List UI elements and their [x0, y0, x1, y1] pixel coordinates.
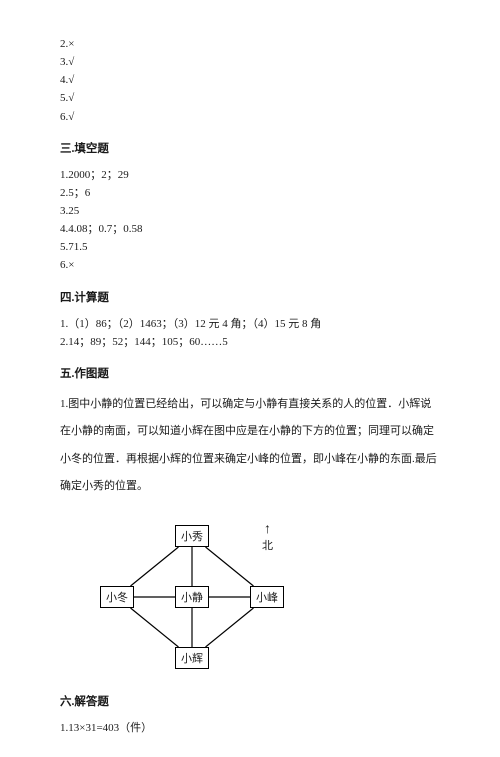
diagram: ↑ 北 小秀 小冬 小静 小峰 小辉 [82, 519, 320, 679]
node-feng: 小峰 [250, 586, 284, 608]
tf-line: 3.√ [60, 53, 440, 71]
node-jing: 小静 [175, 586, 209, 608]
node-hui: 小辉 [175, 647, 209, 669]
calc-line: 2.14；89；52；144；105；60……5 [60, 333, 440, 351]
draw-paragraph: 1.图中小静的位置已经给出，可以确定与小静有直接关系的人的位置．小辉说在小静的南… [60, 391, 440, 501]
calc-title: 四.计算题 [60, 289, 440, 305]
fill-line: 4.4.08；0.7；0.58 [60, 220, 440, 238]
north-arrow-icon: ↑ [262, 523, 273, 537]
north-label: 北 [262, 540, 273, 552]
node-xiu: 小秀 [175, 525, 209, 547]
tf-line: 2.× [60, 35, 440, 53]
north-indicator: ↑ 北 [262, 523, 273, 553]
solve-title: 六.解答题 [60, 693, 440, 709]
tf-line: 4.√ [60, 71, 440, 89]
fill-line: 2.5；6 [60, 184, 440, 202]
draw-title: 五.作图题 [60, 365, 440, 381]
solve-line: 1.13×31=403（件） [60, 719, 440, 737]
fill-line: 1.2000；2；29 [60, 166, 440, 184]
tf-line: 5.√ [60, 89, 440, 107]
calc-line: 1.（1）86；（2）1463；（3）12 元 4 角；（4）15 元 8 角 [60, 315, 440, 333]
fill-line: 5.71.5 [60, 238, 440, 256]
node-dong: 小冬 [100, 586, 134, 608]
fill-title: 三.填空题 [60, 140, 440, 156]
top-tf-block: 2.× 3.√ 4.√ 5.√ 6.√ [60, 35, 440, 126]
page: 2.× 3.√ 4.√ 5.√ 6.√ 三.填空题 1.2000；2；29 2.… [0, 0, 500, 757]
calc-block: 1.（1）86；（2）1463；（3）12 元 4 角；（4）15 元 8 角 … [60, 315, 440, 351]
fill-line: 3.25 [60, 202, 440, 220]
solve-block: 1.13×31=403（件） [60, 719, 440, 737]
fill-line: 6.× [60, 256, 440, 274]
fill-block: 1.2000；2；29 2.5；6 3.25 4.4.08；0.7；0.58 5… [60, 166, 440, 275]
tf-line: 6.√ [60, 108, 440, 126]
